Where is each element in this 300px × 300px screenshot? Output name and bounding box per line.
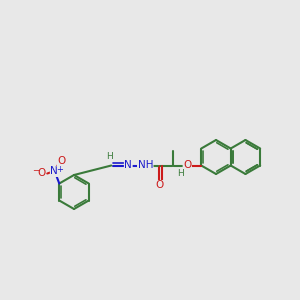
- Text: −: −: [32, 166, 39, 175]
- Text: O: O: [183, 160, 191, 170]
- Text: H: H: [106, 152, 113, 161]
- Text: N: N: [124, 160, 132, 170]
- Text: NH: NH: [137, 160, 153, 170]
- Text: O: O: [57, 157, 65, 166]
- Text: N: N: [50, 167, 58, 176]
- Text: O: O: [37, 169, 45, 178]
- Text: +: +: [56, 165, 63, 174]
- Text: O: O: [155, 181, 164, 190]
- Text: H: H: [177, 169, 184, 178]
